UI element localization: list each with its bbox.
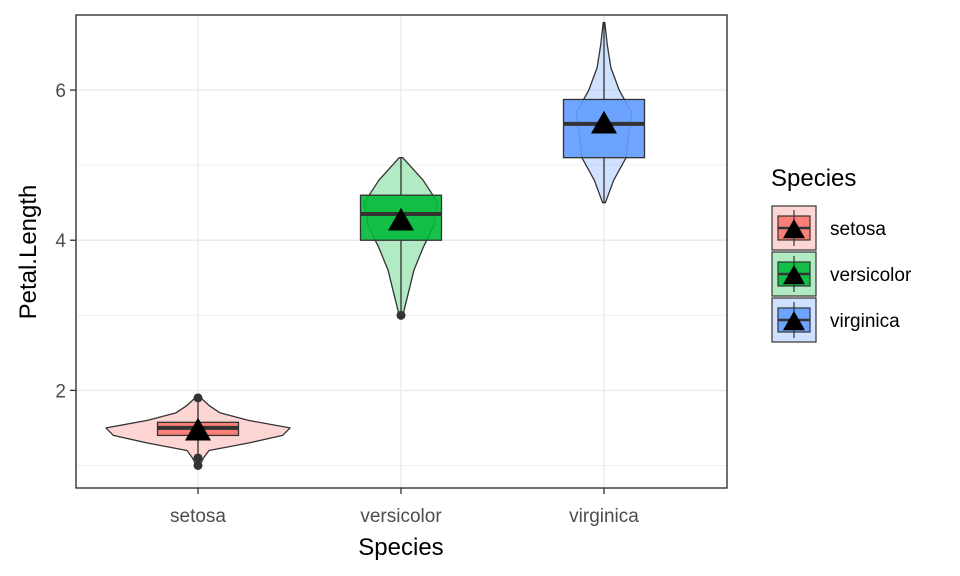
legend-title: Species [771,165,856,192]
outlier-point-setosa [193,393,203,403]
outlier-point-setosa [193,453,203,463]
violin-group-versicolor [359,157,443,320]
y-tick-label: 4 [55,231,66,252]
x-tick-label: versicolor [360,506,442,527]
legend-label: virginica [830,311,900,332]
mean-marker-versicolor [388,207,414,231]
mean-marker-setosa [185,417,211,441]
outlier-point-setosa [193,460,203,470]
mean-marker-virginica [591,110,617,134]
violin-group-setosa [105,393,291,470]
x-axis-title: Species [358,534,443,561]
x-tick-label: virginica [569,506,639,527]
legend-entry-versicolor: versicolor [771,251,912,297]
legend-entry-setosa: setosa [771,205,886,251]
legend-entry-virginica: virginica [771,297,900,343]
y-tick-label: 6 [55,81,66,102]
axes: Species Petal.Length 2 4 6 setosa versicolor… [15,81,639,561]
outlier-point-versicolor [396,310,406,320]
y-tick-label: 2 [55,381,66,402]
legend-label: versicolor [830,265,912,286]
plot-panel [75,14,728,489]
x-tick-label: setosa [170,506,226,527]
legend-key-mean-marker [783,265,805,285]
legend-key-mean-marker [783,311,805,331]
legend: Species setosa versicolor virginica [771,165,912,343]
legend-key-mean-marker [783,219,805,239]
violin-group-virginica [562,21,646,204]
legend-label: setosa [830,219,886,240]
y-axis-title: Petal.Length [15,185,42,320]
